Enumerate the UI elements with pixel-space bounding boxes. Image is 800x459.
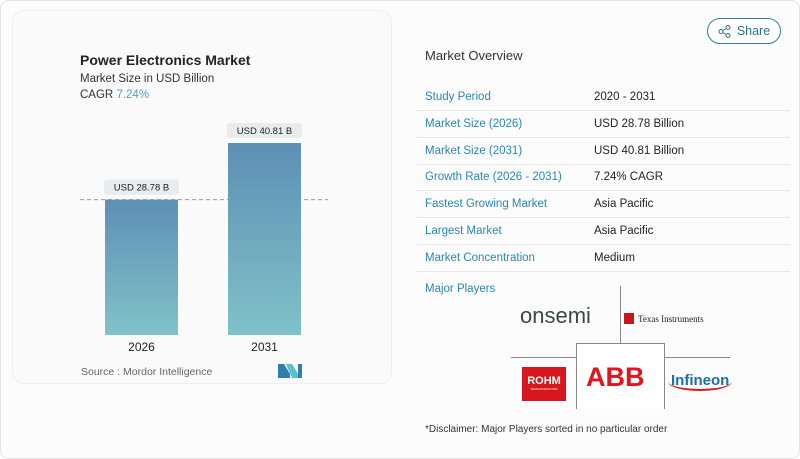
share-button[interactable]: Share xyxy=(707,18,781,44)
infineon-logo: Infineon xyxy=(668,372,733,391)
overview-label: Market Concentration xyxy=(425,251,535,264)
source-text: Source : Mordor Intelligence xyxy=(81,366,213,378)
mordor-logo-icon xyxy=(278,364,302,378)
bar-2031 xyxy=(228,143,301,335)
data-label-bg xyxy=(227,123,302,138)
overview-row: Market Concentration Medium xyxy=(417,245,790,272)
overview-label: Largest Market xyxy=(425,225,502,237)
disclaimer: *Disclaimer: Major Players sorted in no … xyxy=(425,424,668,435)
x-tick-label: 2026 xyxy=(128,340,155,354)
onsemi-logo: onsemi xyxy=(520,303,591,328)
share-label: Share xyxy=(736,24,771,38)
overview-row: Market Size (2031) USD 40.81 Billion xyxy=(417,138,790,165)
overview-label: Study Period xyxy=(425,91,491,103)
cagr-label: CAGR xyxy=(80,89,114,101)
divider xyxy=(511,357,577,358)
overview-row: Market Size (2026) USD 28.78 Billion xyxy=(417,111,790,138)
overview-value: 2020 - 2031 xyxy=(594,91,656,103)
overview-row: Largest Market Asia Pacific xyxy=(417,218,790,245)
overview-label: Market Size (2031) xyxy=(425,144,523,157)
divider xyxy=(664,357,730,358)
share-icon xyxy=(718,24,731,38)
overview-value: Asia Pacific xyxy=(594,225,654,237)
divider xyxy=(620,286,621,343)
overview-value: USD 28.78 Billion xyxy=(594,117,685,130)
major-players-title: Major Players xyxy=(425,283,496,295)
overview-value: Asia Pacific xyxy=(594,198,654,211)
abb-logo: ABB xyxy=(586,362,645,392)
data-label-bg xyxy=(104,179,179,195)
overview-label: Fastest Growing Market xyxy=(425,198,548,211)
overview-value: USD 40.81 Billion xyxy=(594,144,685,157)
abb-logo-box xyxy=(576,343,665,409)
ti-icon xyxy=(624,313,634,324)
chart-title: Power Electronics Market xyxy=(80,52,251,68)
bar-chart: USD 28.78 B 2026 USD 40.81 B 2031 xyxy=(80,123,328,354)
overview-label: Growth Rate (2026 - 2031) xyxy=(425,171,562,184)
cagr-value: 7.24% xyxy=(116,89,150,101)
overview-label: Market Size (2026) xyxy=(425,117,523,130)
overview-value: Medium xyxy=(594,251,635,264)
overview-title: Market Overview xyxy=(425,48,523,63)
overview-row: Fastest Growing Market Asia Pacific xyxy=(417,191,790,219)
overview-row: Growth Rate (2026 - 2031) 7.24% CAGR xyxy=(417,164,790,192)
bar-2026 xyxy=(105,199,178,335)
x-tick-label: 2031 xyxy=(251,340,278,354)
overview-row: Study Period 2020 - 2031 xyxy=(417,84,790,111)
data-label: USD 28.78 B xyxy=(114,183,169,194)
rohm-logo: ROHM SEMICONDUCTOR xyxy=(522,367,566,401)
texas-instruments-logo: Texas Instruments xyxy=(624,313,704,324)
overview-value: 7.24% CAGR xyxy=(594,171,664,184)
chart-subtitle: Market Size in USD Billion xyxy=(80,73,215,85)
chart-card xyxy=(12,10,392,384)
data-label: USD 40.81 B xyxy=(237,126,292,137)
cagr: CAGR 7.24% xyxy=(80,89,149,101)
